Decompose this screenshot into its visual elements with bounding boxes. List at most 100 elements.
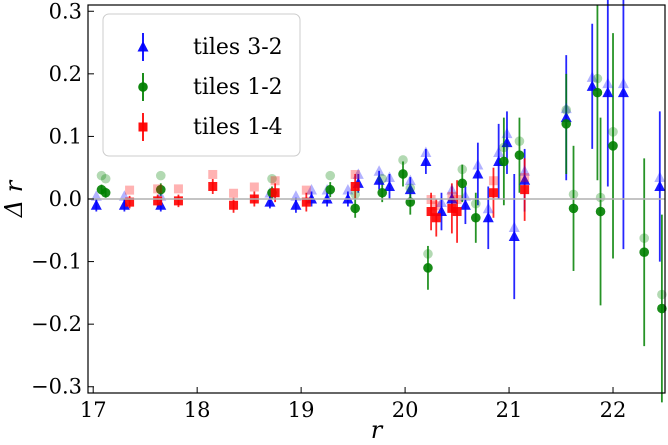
legend-label: tiles 1-4: [193, 115, 283, 140]
ghost-point: [405, 183, 416, 193]
ghost-point: [398, 155, 408, 165]
ghost-point: [595, 192, 606, 203]
data-point: [173, 196, 183, 206]
ghost-point: [373, 165, 385, 176]
x-tick-label: 18: [184, 398, 211, 422]
ghost-point: [153, 184, 163, 194]
ghost-point: [377, 173, 388, 184]
data-point: [654, 180, 666, 191]
ghost-point: [482, 202, 494, 214]
data-point: [459, 199, 471, 210]
data-point: [208, 181, 218, 191]
data-point: [602, 86, 614, 98]
data-point: [229, 200, 239, 210]
data-point: [508, 230, 520, 242]
ghost-point: [520, 173, 530, 183]
x-tick-label: 22: [600, 398, 627, 422]
data-point: [568, 203, 579, 214]
ghost-point: [420, 146, 432, 157]
data-point: [431, 213, 441, 223]
ghost-point: [290, 190, 302, 201]
data-point: [488, 188, 498, 198]
ghost-point: [350, 169, 360, 179]
data-point: [561, 119, 572, 129]
data-point: [470, 212, 481, 223]
ghost-point: [568, 189, 579, 200]
data-point: [457, 178, 468, 189]
y-axis-label: Δ r: [0, 179, 28, 218]
data-point: [501, 136, 513, 148]
marker-layer: [90, 71, 667, 314]
legend-box: [102, 13, 301, 157]
data-point: [350, 203, 360, 214]
data-point: [499, 156, 509, 167]
ghost-point: [519, 165, 531, 176]
ghost-point: [501, 127, 513, 139]
data-point: [125, 197, 135, 207]
data-point: [100, 187, 111, 198]
ghost-point: [342, 184, 354, 195]
legend-label: tiles 1-2: [193, 75, 283, 100]
y-tick-label: 0.0: [49, 187, 82, 211]
ghost-point: [270, 176, 280, 186]
y-tick-label: 0.3: [49, 0, 82, 23]
y-tick-label: 0.1: [49, 124, 82, 148]
legend-marker: [138, 82, 148, 92]
ghost-point: [423, 249, 433, 259]
ghost-point: [447, 191, 457, 201]
ghost-point: [431, 201, 441, 211]
ghost-point: [96, 170, 107, 181]
data-point: [657, 303, 667, 314]
data-point: [472, 167, 484, 179]
ghost-point: [592, 73, 603, 84]
ghost-point: [352, 168, 364, 179]
legend: tiles 3-2 tiles 1-2 tiles 1-4: [102, 13, 301, 157]
ghost-point: [457, 164, 468, 175]
data-point: [586, 80, 598, 91]
x-axis: 17 18 19 20 21 22: [80, 387, 627, 422]
ghost-point: [325, 170, 336, 181]
y-tick-label: −0.1: [31, 250, 82, 274]
ghost-point: [208, 169, 218, 179]
data-point: [482, 211, 494, 223]
ghost-point: [608, 127, 618, 137]
data-point: [270, 188, 280, 198]
data-point: [377, 187, 388, 198]
data-point: [398, 169, 408, 179]
ghost-point: [499, 142, 509, 153]
ghost-point: [435, 196, 447, 208]
data-point: [519, 174, 531, 185]
data-point: [447, 203, 457, 213]
ghost-point: [267, 173, 277, 184]
data-point: [290, 199, 302, 210]
ghost-point: [657, 289, 667, 300]
data-point: [520, 185, 530, 195]
data-point: [90, 199, 102, 210]
ghost-point: [493, 146, 505, 157]
ghost-point: [617, 77, 629, 89]
ghost-point: [560, 102, 572, 114]
legend-label: tiles 3-2: [193, 35, 283, 60]
x-tick-label: 20: [392, 398, 419, 422]
ghost-point: [446, 184, 458, 195]
ghost-point: [249, 182, 259, 192]
x-tick-label: 21: [496, 398, 523, 422]
data-point: [617, 86, 629, 98]
data-point: [153, 196, 163, 206]
data-point: [383, 180, 395, 191]
ghost-point: [173, 184, 183, 194]
data-point: [592, 87, 603, 98]
data-point: [404, 183, 416, 195]
data-point: [301, 197, 311, 207]
ghost-point: [459, 190, 471, 201]
y-tick-label: 0.2: [49, 62, 82, 86]
ghost-point: [514, 136, 525, 146]
data-point: [452, 207, 462, 217]
data-point: [426, 207, 436, 217]
ghost-point: [350, 189, 360, 200]
ghost-point: [470, 198, 481, 209]
data-point: [264, 196, 276, 207]
ghost-point: [306, 184, 318, 195]
data-point: [514, 150, 525, 160]
